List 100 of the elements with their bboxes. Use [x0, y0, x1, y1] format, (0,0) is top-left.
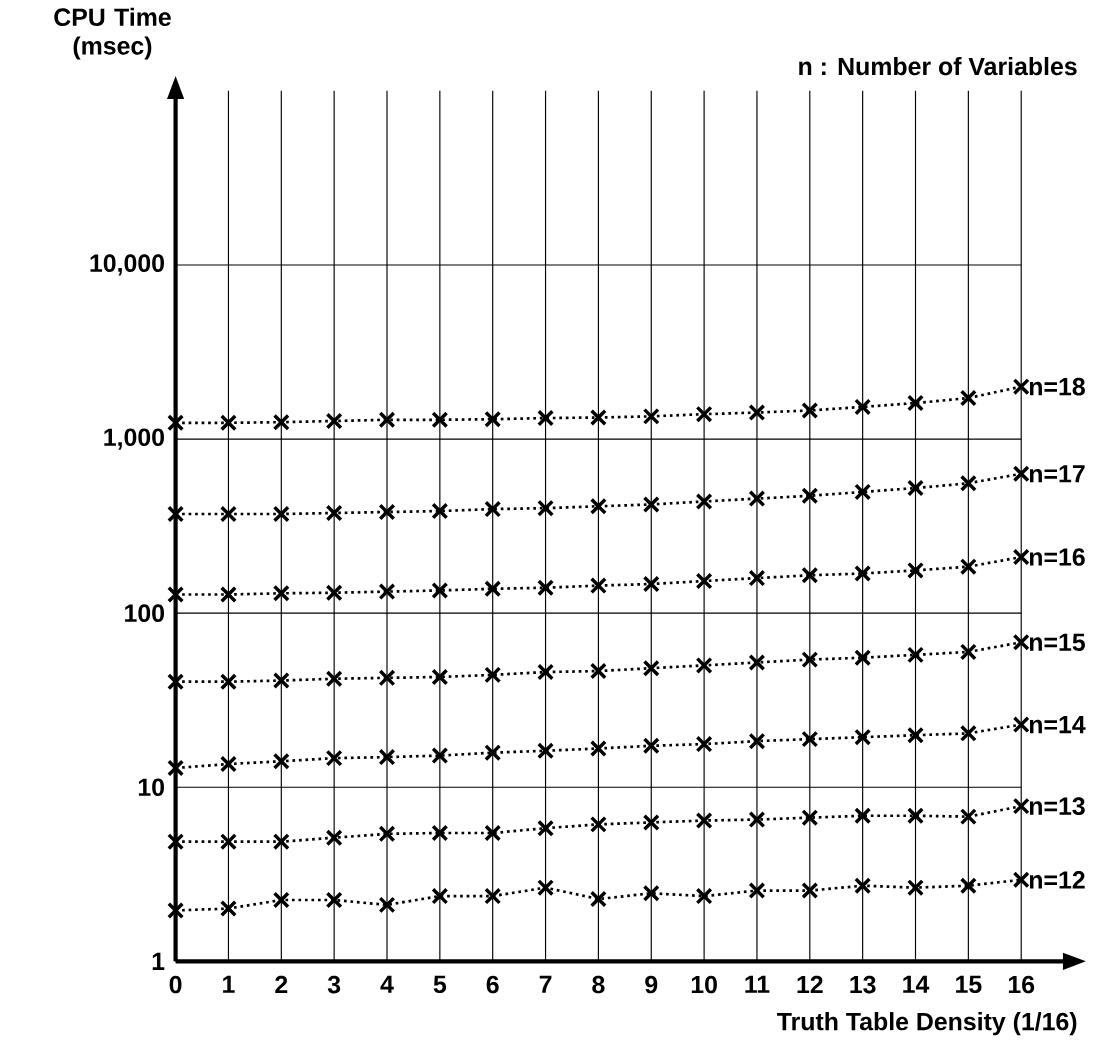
point: [854, 483, 872, 501]
y-tick-label: 10,000: [90, 254, 164, 276]
point: [325, 584, 343, 602]
y-tick-label: 1,000: [104, 428, 164, 450]
point: [167, 832, 185, 850]
point: [537, 499, 555, 517]
point: [484, 410, 502, 428]
x-tick-label: 11: [745, 975, 770, 993]
point: [589, 739, 607, 757]
x-tick-label: 7: [539, 975, 552, 993]
point: [219, 673, 237, 690]
series-label: n=14: [1029, 715, 1086, 733]
y-tick-label: 10: [138, 778, 164, 796]
point: [642, 495, 660, 513]
point: [272, 584, 290, 602]
series-label: n=17: [1029, 465, 1085, 483]
point: [748, 653, 766, 671]
point: [695, 492, 713, 510]
point: [854, 564, 872, 582]
point: [854, 398, 872, 416]
point: [642, 407, 660, 425]
point: [325, 749, 343, 767]
point: [801, 401, 819, 419]
point: [484, 887, 502, 905]
point: [1012, 715, 1030, 733]
point: [272, 671, 290, 689]
x-tick-label: 10: [691, 975, 717, 994]
point: [431, 887, 449, 905]
point: [589, 662, 607, 680]
point: [748, 881, 766, 899]
point: [431, 581, 449, 599]
point: [748, 569, 766, 587]
point: [484, 744, 502, 761]
y-tick-label: 100: [125, 604, 164, 622]
y-axis-title: CPU Time (msec): [54, 7, 171, 60]
series-label: n=16: [1029, 548, 1085, 566]
x-tick-label: 5: [433, 975, 447, 993]
point: [801, 487, 819, 505]
point: [854, 877, 872, 894]
x-tick-label: 3: [327, 975, 341, 994]
point: [1012, 465, 1030, 483]
point: [642, 659, 660, 677]
point: [1012, 377, 1030, 395]
point: [219, 899, 237, 917]
point: [959, 807, 977, 825]
point: [537, 742, 555, 760]
point: [484, 500, 502, 518]
point: [907, 807, 924, 825]
point: [959, 877, 977, 894]
series-label: n=12: [1029, 870, 1085, 889]
point: [801, 881, 819, 899]
point: [219, 755, 237, 773]
point: [431, 411, 449, 429]
point: [378, 896, 396, 914]
point: [219, 585, 237, 603]
x-tick-label: 16: [1008, 975, 1035, 994]
point: [907, 726, 924, 744]
point: [854, 649, 872, 666]
point: [431, 668, 449, 686]
point: [695, 572, 713, 590]
point: [1012, 871, 1030, 889]
text: n : Number of Variables: [799, 56, 1077, 76]
point: [537, 409, 555, 427]
point: [272, 891, 290, 909]
point: [695, 656, 713, 674]
x-tick-label: 13: [850, 975, 876, 994]
point: [325, 829, 343, 847]
point: [748, 403, 766, 421]
point: [378, 748, 396, 766]
point: [959, 474, 977, 492]
point: [801, 730, 819, 748]
point: [272, 413, 290, 431]
x-tick-label: 15: [956, 975, 982, 993]
x-tick-label: 4: [380, 975, 394, 993]
point: [272, 505, 290, 523]
point: [325, 504, 343, 522]
point: [431, 824, 449, 842]
y-tick-label: 1: [152, 952, 165, 970]
point: [589, 815, 607, 833]
point: [537, 663, 555, 681]
series-label: n=18: [1029, 377, 1085, 396]
point: [378, 503, 396, 521]
x-tick-label: 9: [645, 975, 658, 994]
point: [695, 405, 713, 423]
point: [167, 673, 185, 690]
x-tick-label: 0: [169, 975, 182, 994]
point: [537, 878, 555, 896]
point: [642, 884, 660, 902]
point: [589, 890, 607, 908]
point: [484, 580, 502, 598]
point: [959, 643, 977, 661]
point: [959, 389, 977, 407]
point: [642, 813, 660, 831]
point: [537, 579, 555, 597]
point: [907, 646, 924, 664]
point: [695, 811, 713, 829]
point: [219, 832, 237, 850]
point: [589, 576, 607, 594]
point: [167, 414, 185, 432]
point: [378, 669, 396, 687]
